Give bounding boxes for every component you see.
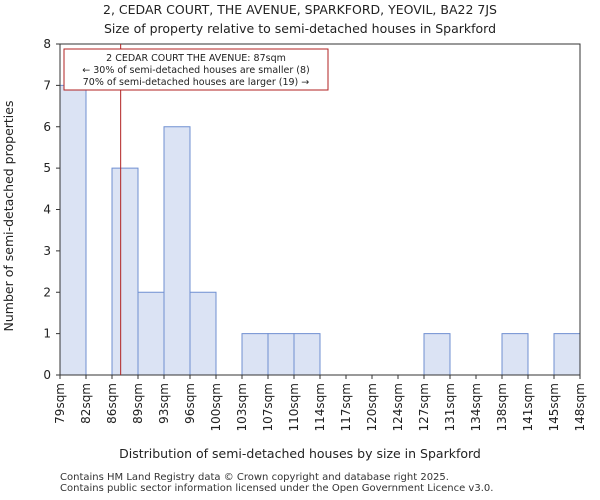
y-tick-label-7: 7 xyxy=(43,78,51,92)
bar-89sqm xyxy=(137,291,165,376)
y-tick-label-4: 4 xyxy=(43,203,51,217)
bar-110sqm xyxy=(293,333,321,376)
x-axis-label: Distribution of semi-detached houses by … xyxy=(119,446,481,461)
bar-96sqm xyxy=(189,291,217,376)
annotation-frame xyxy=(63,48,329,91)
bar-103sqm xyxy=(241,333,269,376)
x-tick-label-82sqm: 82sqm xyxy=(79,383,93,424)
footer-licence: Contains public sector information licen… xyxy=(60,483,494,494)
y-tick-label-3: 3 xyxy=(43,244,51,258)
x-tick-label-114sqm: 114sqm xyxy=(313,383,327,431)
x-tick-label-117sqm: 117sqm xyxy=(339,383,353,431)
chart-title-line-1: 2, CEDAR COURT, THE AVENUE, SPARKFORD, Y… xyxy=(103,2,497,17)
y-axis: 0 1 2 3 4 5 6 7 8 xyxy=(43,37,60,382)
annotation-box: 2 CEDAR COURT THE AVENUE: 87sqm ← 30% of… xyxy=(63,48,329,91)
x-tick-label-148sqm: 148sqm xyxy=(573,383,587,431)
bar-127sqm xyxy=(423,333,451,376)
y-tick-label-6: 6 xyxy=(43,120,51,134)
y-tick-label-5: 5 xyxy=(43,161,51,175)
annotation-line-1: 2 CEDAR COURT THE AVENUE: 87sqm xyxy=(106,53,286,64)
annotation-line-2: ← 30% of semi-detached houses are smalle… xyxy=(82,65,310,76)
x-tick-label-110sqm: 110sqm xyxy=(287,383,301,431)
x-tick-label-141sqm: 141sqm xyxy=(521,383,535,431)
bar-138sqm xyxy=(501,333,529,376)
bar-93sqm xyxy=(163,126,191,376)
x-tick-label-86sqm: 86sqm xyxy=(105,383,119,424)
x-tick-label-120sqm: 120sqm xyxy=(365,383,379,431)
x-tick-label-145sqm: 145sqm xyxy=(547,383,561,431)
chart-title-line-2: Size of property relative to semi-detach… xyxy=(104,21,496,36)
y-tick-label-0: 0 xyxy=(43,368,51,382)
footer-copyright: Contains HM Land Registry data © Crown c… xyxy=(60,472,449,483)
x-tick-label-79sqm: 79sqm xyxy=(53,383,67,424)
x-tick-label-134sqm: 134sqm xyxy=(469,383,483,431)
x-tick-label-96sqm: 96sqm xyxy=(183,383,197,424)
x-tick-label-127sqm: 127sqm xyxy=(417,383,431,431)
x-tick-label-93sqm: 93sqm xyxy=(157,383,171,424)
bar-79sqm xyxy=(59,84,87,376)
x-tick-label-89sqm: 89sqm xyxy=(131,383,145,424)
bar-145sqm xyxy=(553,333,581,376)
y-tick-label-2: 2 xyxy=(43,285,51,299)
y-tick-label-1: 1 xyxy=(43,327,51,341)
x-tick-label-124sqm: 124sqm xyxy=(391,383,405,431)
bar-86sqm xyxy=(111,167,139,376)
x-tick-label-103sqm: 103sqm xyxy=(235,383,249,431)
y-axis-label: Number of semi-detached properties xyxy=(1,101,16,332)
annotation-line-3: 70% of semi-detached houses are larger (… xyxy=(83,77,310,88)
y-tick-label-8: 8 xyxy=(43,37,51,51)
x-tick-label-100sqm: 100sqm xyxy=(209,383,223,431)
x-tick-label-131sqm: 131sqm xyxy=(443,383,457,431)
bars-group xyxy=(59,84,581,376)
bar-107sqm xyxy=(267,333,295,376)
plot-frame xyxy=(59,43,581,376)
x-axis: 79sqm 82sqm 86sqm 89sqm 93sqm 96sqm 100sqm 103s… xyxy=(53,375,587,431)
x-tick-label-138sqm: 138sqm xyxy=(495,383,509,431)
x-tick-label-107sqm: 107sqm xyxy=(261,383,275,431)
